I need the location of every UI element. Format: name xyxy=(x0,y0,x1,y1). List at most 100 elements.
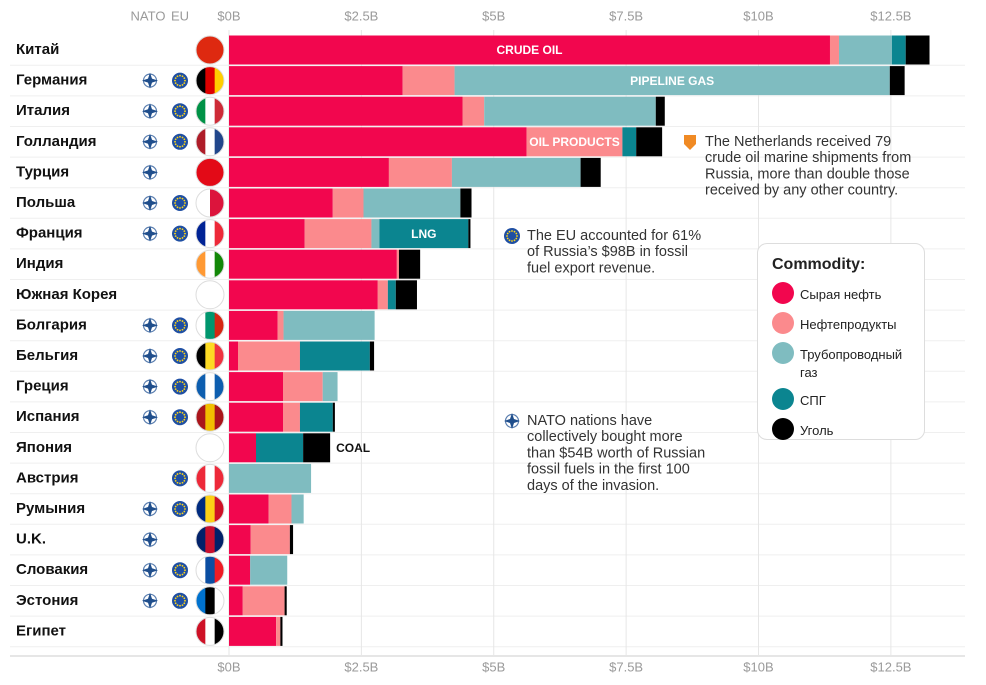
eu-icon-star xyxy=(174,324,176,327)
eu-icon xyxy=(172,501,188,517)
eu-icon-star xyxy=(179,237,181,240)
eu-icon xyxy=(172,470,188,487)
eu-icon xyxy=(172,317,188,334)
flag-stripe xyxy=(196,495,206,523)
annotation-text: than $54B worth of Russian xyxy=(527,445,705,461)
eu-icon-star xyxy=(176,105,179,108)
eu-icon-star xyxy=(176,350,179,353)
nato-icon-star xyxy=(142,195,158,211)
flag xyxy=(196,311,224,340)
nato-icon-star xyxy=(142,409,158,426)
flag-border xyxy=(195,586,225,616)
x-tick-label: $2.5B xyxy=(344,659,378,674)
legend-swatch xyxy=(772,282,794,304)
flag-border xyxy=(195,35,225,65)
eu-icon-star xyxy=(511,230,513,232)
nato-icon xyxy=(142,592,158,609)
eu-icon-star xyxy=(184,110,186,113)
legend-item: Трубопроводный газ xyxy=(772,342,914,382)
flag-border xyxy=(195,463,225,493)
category-label: Франция xyxy=(16,225,83,242)
eu-icon-star xyxy=(176,573,179,576)
eu-icon-star xyxy=(174,110,176,113)
flag-stripe xyxy=(196,617,206,646)
x-tick-label: $5B xyxy=(482,8,505,23)
annotation-text: fuel export revenue. xyxy=(527,260,655,276)
eu-icon-star xyxy=(176,473,179,475)
legend-item: Нефтепродукты xyxy=(772,312,914,336)
eu-icon-star xyxy=(181,573,184,576)
bar-segment xyxy=(229,402,284,432)
eu-icon-star xyxy=(179,105,181,108)
flag-border xyxy=(195,433,225,463)
flag xyxy=(196,556,224,585)
flag xyxy=(196,403,224,432)
eu-icon-star xyxy=(176,381,179,384)
eu-icon-star xyxy=(174,199,177,202)
legend-item: Сырая нефть xyxy=(772,282,914,306)
eu-icon-star xyxy=(183,230,186,233)
bar-segment xyxy=(322,372,338,402)
bar-segment xyxy=(229,157,389,187)
eu-icon xyxy=(172,378,188,395)
eu-icon-star xyxy=(176,328,179,331)
nato-icon-star xyxy=(142,378,158,395)
flag-stripe xyxy=(210,189,224,217)
netherlands-icon xyxy=(684,135,696,150)
bar-segment xyxy=(363,188,461,218)
bar-segment xyxy=(303,433,331,463)
eu-icon-star xyxy=(174,569,176,572)
flag-stripe xyxy=(196,372,206,401)
eu-icon-star xyxy=(174,77,177,79)
flag-stripe xyxy=(196,556,206,585)
bar-segment xyxy=(388,157,452,187)
eu-icon-star xyxy=(183,388,186,390)
eu-icon-star xyxy=(183,327,186,329)
category-label: Голландия xyxy=(16,133,97,150)
eu-icon-star xyxy=(176,114,179,117)
eu-icon xyxy=(504,228,520,244)
nato-icon-star xyxy=(142,562,158,579)
bar-segment xyxy=(395,280,417,310)
category-label: Эстония xyxy=(16,592,78,609)
flag-stripe xyxy=(214,219,224,248)
flag-stripe xyxy=(196,311,206,340)
flag xyxy=(196,342,224,370)
legend-title: Commodity: xyxy=(772,256,866,273)
bar-segment xyxy=(387,280,396,310)
bar-segment xyxy=(332,402,335,432)
eu-icon-star xyxy=(183,475,186,477)
category-label: Польша xyxy=(16,194,76,211)
annotation-text: days of the invasion. xyxy=(527,478,659,494)
eu-icon-star xyxy=(176,359,179,362)
nato-icon-star xyxy=(142,348,158,364)
eu-icon-star xyxy=(183,418,186,421)
eu-icon-star xyxy=(181,481,184,484)
eu-icon-star xyxy=(176,237,179,239)
eu-icon-star xyxy=(174,202,176,204)
eu-icon xyxy=(172,225,188,242)
eu-icon-star xyxy=(181,145,184,148)
eu-icon-star xyxy=(181,604,184,607)
legend-label: Трубопроводный газ xyxy=(800,347,903,380)
bar-segment xyxy=(377,280,388,310)
flag-stripe xyxy=(205,219,216,248)
legend-swatch xyxy=(772,418,794,440)
flag-border xyxy=(195,66,225,96)
eu-icon-star xyxy=(181,206,184,209)
nato-icon-star xyxy=(142,531,158,548)
eu-icon xyxy=(172,409,188,426)
eu-icon-star xyxy=(174,82,177,84)
bar-segment xyxy=(398,249,421,279)
eu-icon-star xyxy=(174,477,176,480)
bar-segment xyxy=(283,402,300,432)
bar-segment xyxy=(229,433,257,463)
flag-border xyxy=(195,310,225,340)
eu-icon-star xyxy=(184,140,186,143)
bar-segment xyxy=(229,555,251,585)
flag xyxy=(196,66,224,95)
flag-stripe xyxy=(214,525,224,554)
category-label: Турция xyxy=(16,163,69,180)
